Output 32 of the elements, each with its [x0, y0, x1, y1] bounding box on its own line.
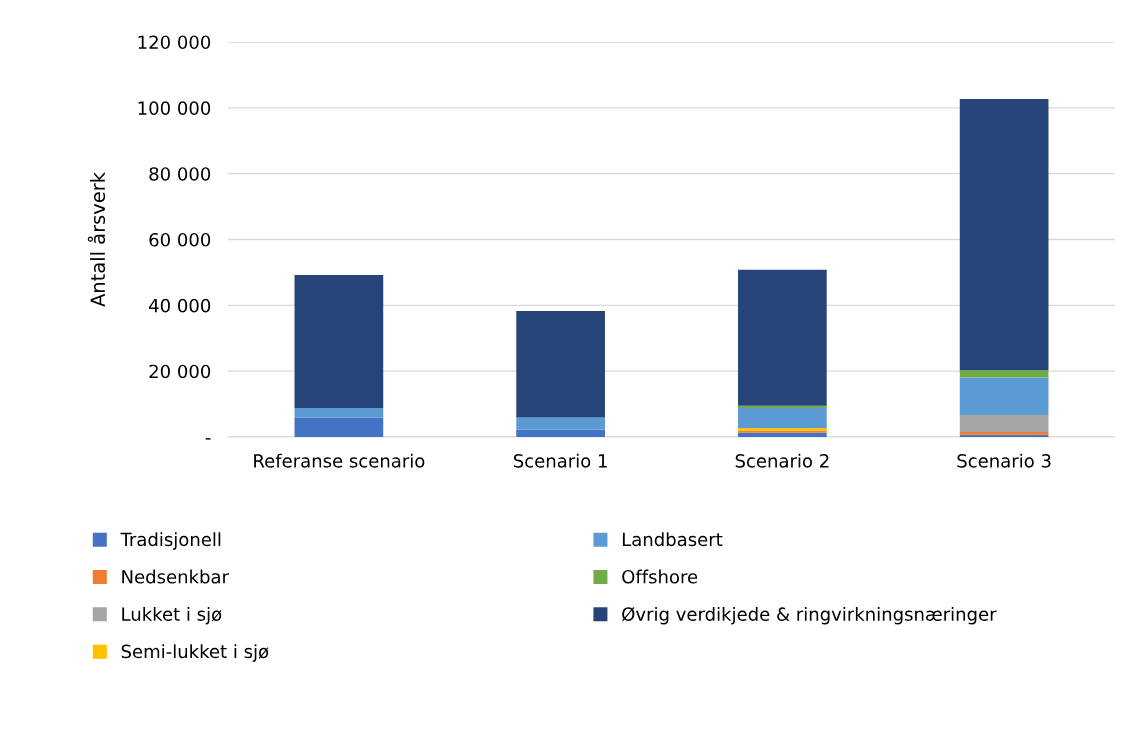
y-tick-label: -	[205, 438, 211, 440]
y-tick-label: 40 000	[149, 298, 211, 313]
bar	[738, 408, 827, 429]
x-tick-label: Referanse scenario	[254, 453, 425, 468]
x-tick-label: Scenario 2	[735, 453, 829, 468]
y-tick-label: 20 000	[149, 364, 211, 379]
legend-label: Semi-lukket i sjø	[121, 644, 269, 662]
bar	[959, 370, 1049, 378]
bar	[738, 432, 827, 437]
y-axis-title: Antall årsverk	[87, 172, 106, 307]
x-tick-label: Scenario 3	[957, 453, 1051, 468]
bar	[516, 417, 605, 430]
bar	[516, 310, 605, 418]
bar	[738, 269, 827, 406]
x-tick-label: Scenario 1	[513, 453, 607, 468]
y-tick-label: 80 000	[149, 167, 211, 181]
bar	[959, 377, 1049, 415]
legend-label: Lukket i sjø	[122, 606, 222, 625]
legend-label: Nedsenkbar	[122, 569, 229, 584]
y-tick-label: 100 000	[138, 101, 211, 115]
legend-label: Øvrig verdikjede & ringvirkningsnæringer	[622, 606, 997, 625]
bar	[294, 417, 384, 437]
bar	[294, 408, 384, 418]
legend-label: Tradisjonell	[120, 532, 221, 550]
legend-label: Offshore	[622, 569, 698, 584]
legend-label: Landbasert	[622, 532, 723, 547]
bar	[959, 98, 1049, 371]
y-tick-label: 120 000	[138, 35, 211, 50]
y-tick-label: 60 000	[149, 232, 211, 247]
bar	[959, 414, 1049, 433]
bar	[294, 275, 384, 409]
bar	[516, 429, 605, 437]
